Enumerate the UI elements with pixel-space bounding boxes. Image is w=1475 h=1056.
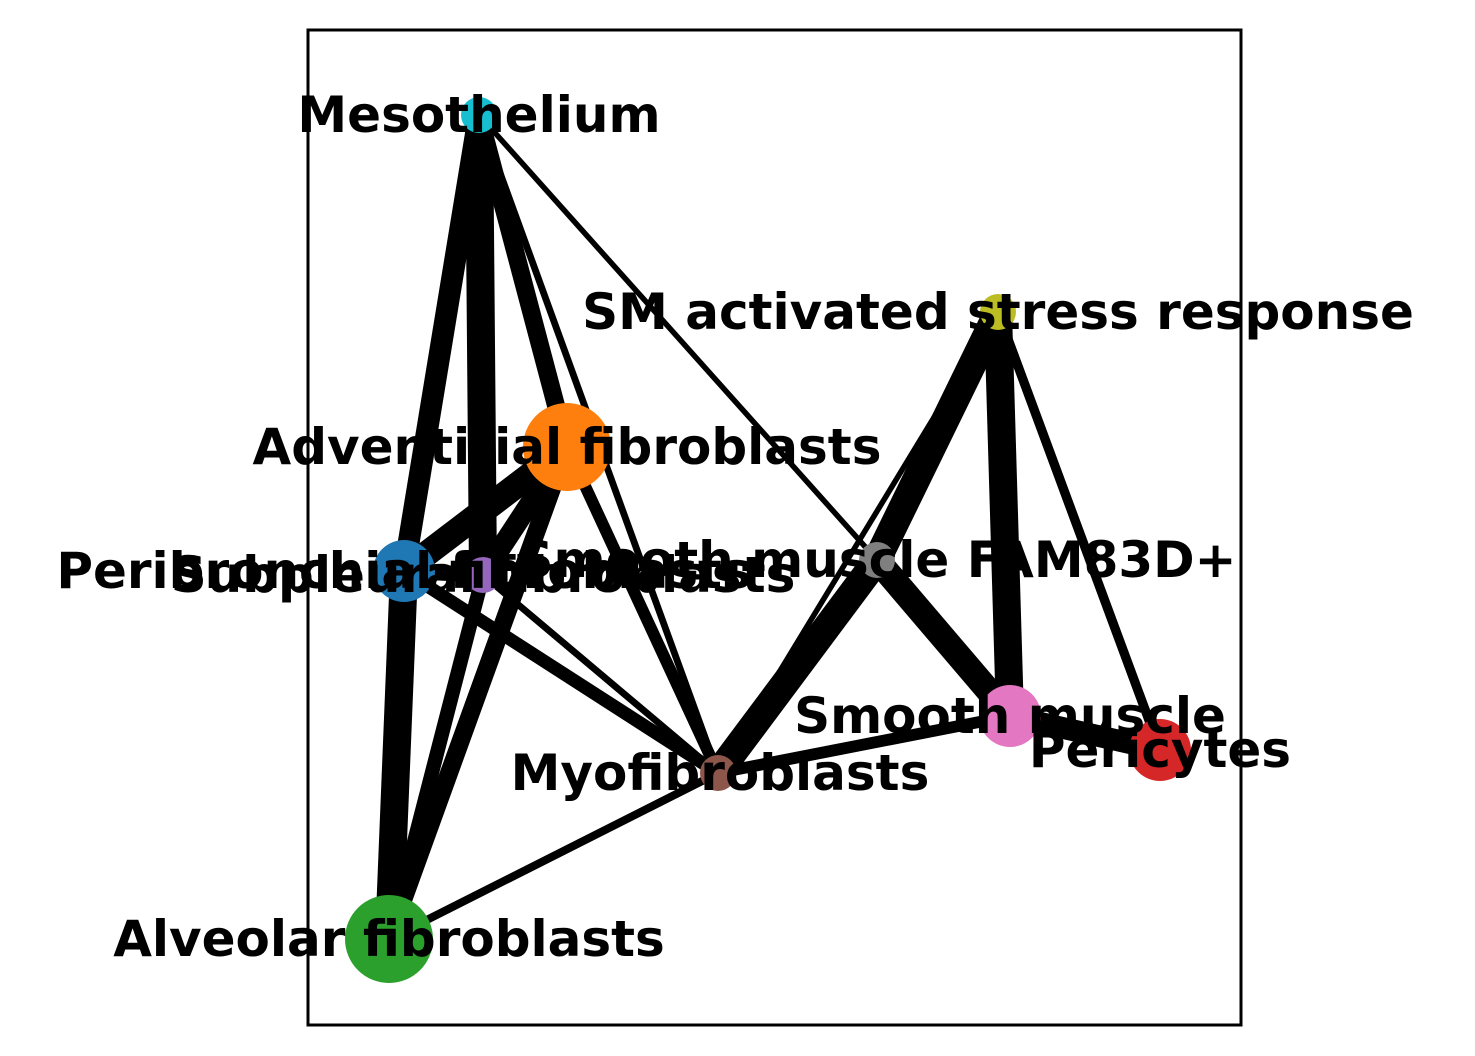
node-label-smooth_muscle: Smooth muscle [794,687,1226,745]
edge-peribronchial-myofibroblasts [400,565,722,779]
edge-sm_stress-pericytes [993,310,1165,752]
edge-myofibroblasts-sm_fam83d [706,551,889,782]
edges-layer [375,112,1165,943]
node-label-subpleural: Subpleural fibroblasts [171,546,796,604]
node-label-myofibroblasts: Myofibroblasts [511,744,930,802]
node-label-mesothelium: Mesothelium [297,86,660,144]
node-sm_fam83d [859,542,895,578]
node-alveolar [345,895,433,983]
nodes-layer [345,97,1191,983]
labels-layer: Mesothelium SM activated stress response A… [56,86,1414,968]
edge-peribronchial-alveolar [375,570,418,940]
edge-adventitial-myofibroblasts [561,444,724,776]
edge-sm_stress-smooth_muscle [984,311,1024,717]
edge-myofibroblasts-smooth_muscle [716,710,1012,779]
node-pericytes [1129,719,1191,781]
node-smooth_muscle [979,685,1041,747]
edge-sm_fam83d-smooth_muscle [867,551,1020,725]
node-adventitial [523,403,611,491]
edge-adventitial-alveolar [380,443,576,943]
node-label-sm_stress: SM activated stress response [582,283,1414,341]
edge-mesothelium-adventitial [470,112,576,450]
node-subpleural [465,557,501,593]
node-peribronchial [373,540,435,602]
node-label-alveolar: Alveolar fibroblasts [113,910,665,968]
node-myofibroblasts [700,755,736,791]
node-mesothelium [461,97,497,133]
node-label-pericytes: Pericytes [1029,721,1291,779]
node-label-peribronchial: Peribronchial fibroblasts [56,542,751,600]
edge-subpleural-alveolar [382,573,490,941]
edge-subpleural-myofibroblasts [480,572,721,776]
node-label-adventitial: Adventitial fibroblasts [253,418,882,476]
edge-sm_fam83d-sm_stress [864,305,1011,567]
edge-alveolar-myofibroblasts [387,769,720,943]
node-sm_stress [980,294,1016,330]
edge-mesothelium-sm_fam83d [476,113,880,562]
plot-frame [306,28,1243,1027]
node-label-sm_fam83d: Smooth muscle FAM83D+ [517,531,1236,589]
